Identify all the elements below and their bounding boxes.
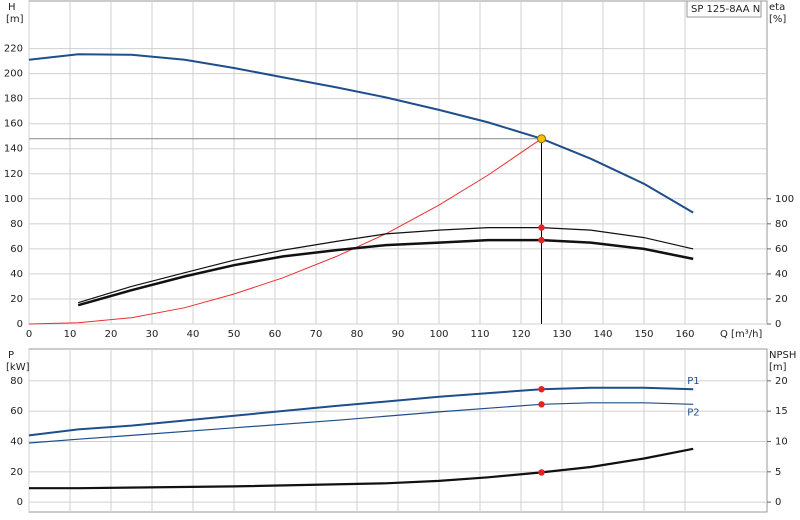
operating-point bbox=[538, 469, 545, 476]
x-tick-label: 90 bbox=[392, 329, 405, 340]
curve bbox=[28, 386, 694, 437]
curve bbox=[78, 227, 694, 304]
x-tick-label: 0 bbox=[26, 329, 32, 340]
y2-axis-unit: [m] bbox=[769, 362, 787, 373]
curve bbox=[29, 447, 694, 490]
y-tick-label: 180 bbox=[4, 94, 23, 105]
y-tick-label: 40 bbox=[10, 436, 23, 447]
operating-point bbox=[538, 385, 545, 393]
y-tick-label: 60 bbox=[10, 406, 23, 417]
operating-point bbox=[538, 224, 545, 231]
x-tick-label: 10 bbox=[64, 329, 77, 340]
y2-tick-label: 0 bbox=[775, 319, 781, 330]
y-tick-label: 100 bbox=[4, 194, 23, 205]
y2-tick-label: 80 bbox=[775, 219, 788, 230]
y-tick-label: 80 bbox=[10, 376, 23, 387]
curve bbox=[77, 238, 694, 307]
operating-point bbox=[538, 401, 545, 408]
y2-tick-label: 20 bbox=[775, 294, 788, 305]
x-tick-label: 150 bbox=[634, 329, 653, 340]
y2-tick-label: 100 bbox=[775, 194, 794, 205]
y-tick-label: 120 bbox=[4, 169, 23, 180]
y-tick-label: 140 bbox=[4, 144, 23, 155]
x-tick-label: 30 bbox=[146, 329, 159, 340]
curve bbox=[28, 53, 694, 214]
y-tick-label: 80 bbox=[10, 219, 23, 230]
x-tick-label: 110 bbox=[470, 329, 489, 340]
x-tick-label: 100 bbox=[429, 329, 448, 340]
model-label: SP 125-8AA N bbox=[691, 4, 760, 15]
y2-tick-label: 0 bbox=[775, 497, 781, 508]
y-axis-label: H bbox=[8, 2, 16, 13]
y-tick-label: 200 bbox=[4, 69, 23, 80]
curve-label: P2 bbox=[687, 407, 699, 418]
y-axis-unit: [m] bbox=[6, 14, 24, 25]
y-tick-label: 60 bbox=[10, 244, 23, 255]
y-axis-unit: [kW] bbox=[6, 362, 30, 373]
y2-tick-label: 5 bbox=[775, 467, 781, 478]
y2-tick-label: 15 bbox=[775, 406, 788, 417]
x-tick-label: 60 bbox=[269, 329, 282, 340]
curve bbox=[28, 402, 694, 444]
operating-point bbox=[538, 236, 545, 244]
y-tick-label: 20 bbox=[10, 294, 23, 305]
model-box bbox=[686, 0, 762, 18]
y-tick-label: 40 bbox=[10, 269, 23, 280]
y-tick-label: 0 bbox=[17, 497, 23, 508]
y-tick-label: 0 bbox=[17, 319, 23, 330]
y-axis-label: P bbox=[8, 350, 14, 361]
x-tick-label: 70 bbox=[310, 329, 323, 340]
y2-tick-label: 40 bbox=[775, 269, 788, 280]
x-axis-label: Q [m³/h] bbox=[720, 329, 762, 340]
y-tick-label: 220 bbox=[4, 44, 23, 55]
y2-axis-unit: [%] bbox=[769, 14, 786, 25]
y2-axis-label: NPSH bbox=[769, 350, 796, 361]
curve-label: P1 bbox=[687, 376, 699, 387]
x-tick-label: 160 bbox=[675, 329, 694, 340]
y2-tick-label: 10 bbox=[775, 436, 788, 447]
x-tick-label: 20 bbox=[105, 329, 118, 340]
y2-tick-label: 60 bbox=[775, 244, 788, 255]
x-tick-label: 80 bbox=[351, 329, 364, 340]
x-tick-label: 140 bbox=[593, 329, 612, 340]
y-tick-label: 20 bbox=[10, 467, 23, 478]
curve bbox=[28, 138, 542, 325]
x-tick-label: 50 bbox=[228, 329, 241, 340]
x-tick-label: 120 bbox=[511, 329, 530, 340]
y2-tick-label: 20 bbox=[775, 376, 788, 387]
x-tick-label: 40 bbox=[187, 329, 200, 340]
operating-point bbox=[537, 134, 546, 144]
y2-axis-label: eta bbox=[769, 2, 785, 13]
x-tick-label: 130 bbox=[552, 329, 571, 340]
y-tick-label: 160 bbox=[4, 119, 23, 130]
